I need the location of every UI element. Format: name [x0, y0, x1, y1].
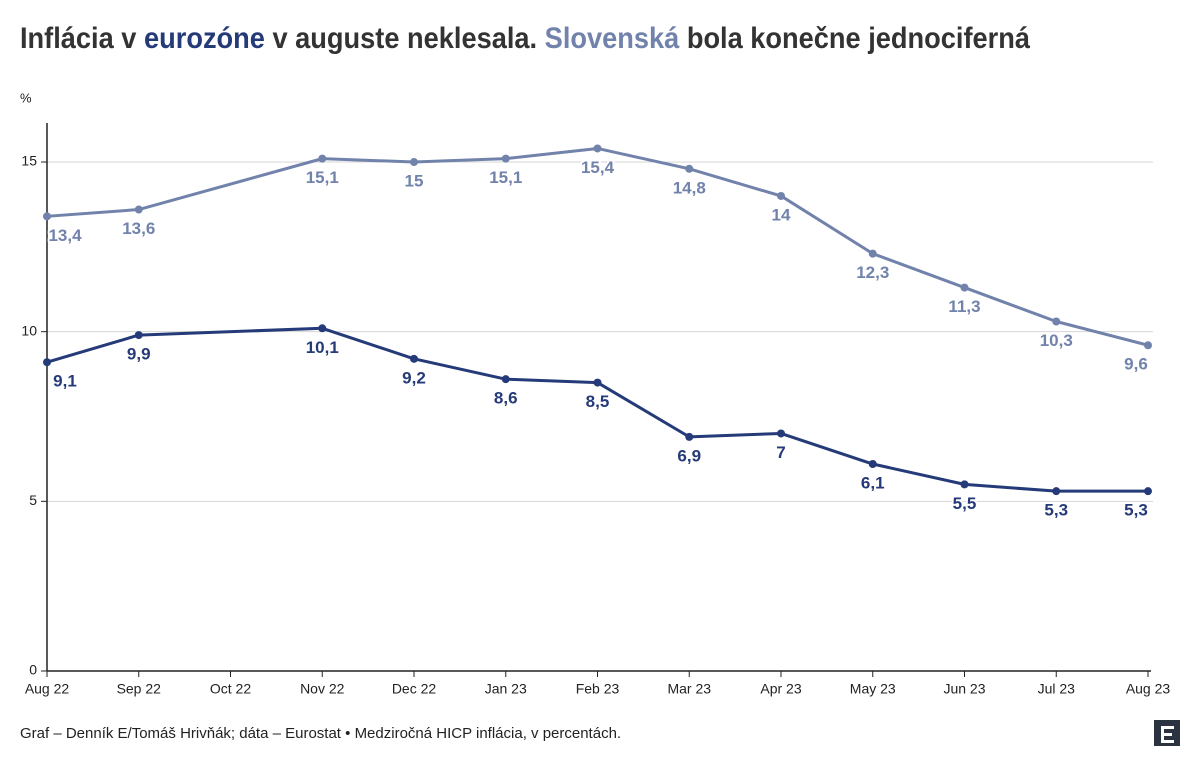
data-point [685, 164, 694, 173]
data-point [1052, 317, 1061, 326]
data-label: 8,5 [586, 392, 610, 411]
title-series-name: Slovenská [545, 22, 680, 55]
x-tick-label: Aug 22 [25, 681, 70, 697]
data-label: 9,1 [53, 372, 77, 391]
data-point [960, 283, 969, 292]
data-point [1144, 341, 1152, 350]
data-point [1052, 487, 1061, 496]
data-label: 5,5 [953, 494, 977, 513]
data-point [501, 154, 510, 163]
data-label: 10,1 [306, 338, 339, 357]
data-label: 15,4 [581, 158, 615, 177]
x-tick-label: Jun 23 [943, 681, 985, 697]
y-tick-label: 10 [21, 322, 37, 338]
x-tick-label: Oct 22 [210, 681, 251, 697]
title-part: Inflácia v [20, 22, 144, 55]
data-label: 13,4 [48, 226, 82, 245]
x-tick-label: Jul 23 [1038, 681, 1076, 697]
y-tick-label: 5 [29, 492, 37, 508]
data-point [777, 429, 785, 438]
chart-title: Inflácia v eurozóne v auguste neklesala.… [20, 22, 1030, 55]
data-label: 13,6 [122, 219, 155, 238]
data-label: 6,9 [677, 446, 701, 465]
data-point [43, 212, 51, 221]
data-label: 11,3 [948, 297, 980, 316]
data-label: 5,3 [1044, 501, 1068, 520]
x-tick-label: Aug 23 [1126, 681, 1171, 697]
data-point [868, 249, 877, 258]
data-point [777, 191, 785, 200]
data-point [318, 324, 327, 333]
data-point [410, 354, 418, 363]
x-tick-label: Sep 22 [117, 681, 162, 697]
x-tick-label: Apr 23 [760, 681, 801, 697]
data-point [501, 375, 510, 384]
data-label: 6,1 [861, 473, 885, 492]
x-tick-label: Feb 23 [576, 681, 620, 697]
data-label: 8,6 [494, 389, 518, 408]
data-point [318, 154, 327, 163]
data-label: 14,8 [673, 178, 706, 197]
x-tick-label: May 23 [850, 681, 896, 697]
data-label: 15,1 [306, 168, 339, 187]
title-part: v auguste neklesala. [265, 22, 545, 55]
data-point [410, 158, 418, 167]
data-label: 10,3 [1040, 331, 1073, 350]
data-point [134, 331, 143, 340]
y-tick-label: 15 [21, 153, 37, 169]
y-tick-label: 0 [29, 662, 37, 678]
data-label: 9,9 [127, 345, 151, 364]
data-point [43, 358, 51, 367]
x-tick-label: Nov 22 [300, 681, 345, 697]
y-unit: % [20, 90, 32, 105]
x-tick-label: Dec 22 [392, 681, 437, 697]
series-line [46, 146, 1149, 347]
data-label: 15,1 [489, 168, 522, 187]
title-part: bola konečne jednociferná [679, 22, 1030, 55]
data-label: 5,3 [1124, 501, 1148, 520]
data-point [868, 460, 877, 469]
data-label: 14 [772, 205, 791, 224]
data-point [593, 144, 602, 153]
data-point [960, 480, 969, 489]
data-point [593, 378, 602, 387]
x-tick-label: Mar 23 [667, 681, 711, 697]
data-point [685, 432, 694, 441]
data-label: 15 [405, 172, 424, 191]
data-label: 9,2 [402, 368, 426, 387]
series-line [46, 326, 1148, 493]
data-label: 9,6 [1124, 355, 1148, 374]
data-label: 7 [776, 443, 785, 462]
title-series-name: eurozóne [144, 22, 265, 55]
logo [1154, 720, 1180, 746]
x-tick-label: Jan 23 [485, 681, 527, 697]
data-point [134, 205, 143, 214]
data-point [1144, 487, 1152, 496]
footer: Graf – Denník E/Tomáš Hrivňák; dáta – Eu… [20, 725, 621, 742]
data-label: 12,3 [856, 263, 889, 282]
